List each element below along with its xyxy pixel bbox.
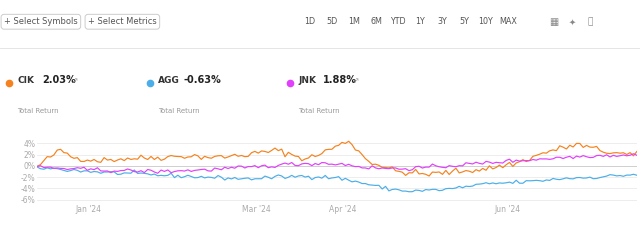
Text: 5Y: 5Y <box>459 17 469 26</box>
Text: + Select Symbols: + Select Symbols <box>4 17 77 26</box>
Text: -0.63%: -0.63% <box>183 75 221 86</box>
Text: 1.88%: 1.88% <box>323 75 357 86</box>
Text: 1Y: 1Y <box>415 17 425 26</box>
Text: JNK: JNK <box>298 76 316 85</box>
Text: CIK: CIK <box>17 76 34 85</box>
Text: 1M: 1M <box>348 17 360 26</box>
Text: ✦: ✦ <box>568 17 575 26</box>
Text: YTD: YTD <box>390 17 406 26</box>
Text: 3Y: 3Y <box>437 17 447 26</box>
Text: ↗: ↗ <box>72 76 78 85</box>
Text: 2.03%: 2.03% <box>42 75 76 86</box>
Text: AGG: AGG <box>158 76 180 85</box>
Text: 1D: 1D <box>305 17 316 26</box>
Text: MAX: MAX <box>499 17 517 26</box>
Text: ↗: ↗ <box>213 76 220 85</box>
Text: 10Y: 10Y <box>479 17 493 26</box>
Text: 5D: 5D <box>326 17 338 26</box>
Text: ↗: ↗ <box>353 76 360 85</box>
Text: Total Return: Total Return <box>17 108 59 114</box>
Text: Total Return: Total Return <box>298 108 340 114</box>
Text: + Select Metrics: + Select Metrics <box>88 17 157 26</box>
Text: Total Return: Total Return <box>158 108 200 114</box>
Text: ▦: ▦ <box>549 17 559 27</box>
Text: 6M: 6M <box>370 17 382 26</box>
Text: ⤴: ⤴ <box>588 17 593 26</box>
